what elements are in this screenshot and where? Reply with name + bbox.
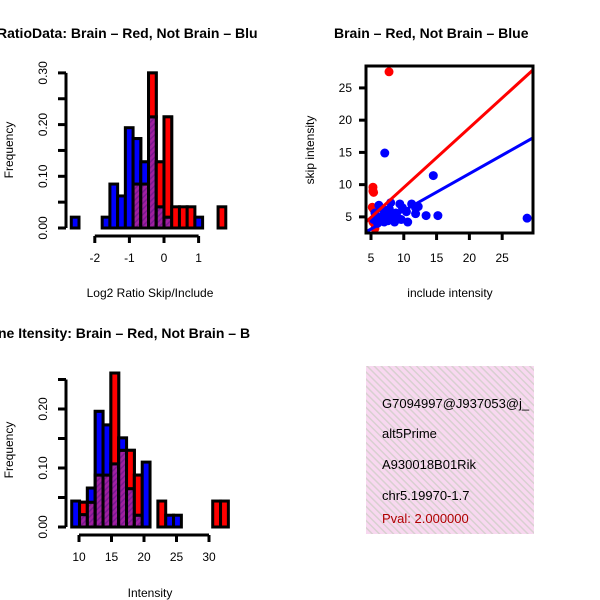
x-tick-label: 10 (72, 550, 86, 564)
x-tick-label: -1 (124, 251, 135, 265)
info-panel-background (366, 366, 534, 534)
x-tick-label: 10 (397, 251, 411, 265)
info-gene-name: A930018B01Rik (382, 457, 476, 472)
y-tick-label: 0.10 (36, 456, 50, 480)
ratio-histogram-bars (69, 71, 228, 230)
info-event-id: G7094997@J937053@j_ (382, 396, 530, 411)
scatter-axes: 5 10 15 20 25 5 10 15 20 25 (339, 81, 510, 265)
x-tick-label: 20 (137, 550, 151, 564)
x-tick-label: -2 (89, 251, 100, 265)
red-bar (219, 499, 230, 529)
info-event-type: alt5Prime (382, 426, 437, 441)
x-tick-label: 30 (202, 550, 216, 564)
ratio-histogram-panel: RatioData: Brain – Red, Not Brain – Blu … (0, 25, 258, 300)
scatter-panel: Brain – Red, Not Brain – Blue 5 10 15 20 255… (303, 25, 535, 300)
red-bar-top (162, 115, 174, 219)
ratio-histogram-axes: 0.00 0.10 0.20 0.30 -2 -1 0 1 (36, 61, 202, 265)
x-tick-label: 25 (495, 251, 509, 265)
x-tick-label: 5 (368, 251, 375, 265)
blue-point (380, 148, 390, 158)
blue-point (421, 211, 431, 221)
blue-bar (69, 215, 81, 230)
blue-point (522, 213, 532, 223)
y-tick-label: 5 (345, 210, 352, 224)
blue-point (428, 171, 438, 181)
blue-point (395, 199, 405, 209)
info-panel: G7094997@J937053@j_ alt5Prime A930018B01… (366, 366, 534, 534)
y-tick-label: 0.00 (36, 216, 50, 240)
x-tick-label: 1 (195, 251, 202, 265)
red-bar (216, 205, 228, 230)
ratio-histogram-ylabel: Frequency (2, 122, 16, 179)
ratio-histogram-xlabel: Log2 Ratio Skip/Include (87, 286, 214, 300)
x-tick-label: 0 (161, 251, 168, 265)
y-tick-label: 20 (339, 113, 353, 127)
y-tick-label: 0.10 (36, 164, 50, 188)
scatter-title: Brain – Red, Not Brain – Blue (334, 25, 529, 41)
y-tick-label: 0.30 (36, 61, 50, 85)
red-fit-line (366, 68, 533, 224)
y-tick-label: 0.00 (36, 515, 50, 539)
intensity-histogram-title: ne Itensity: Brain – Red, Not Brain – B (0, 325, 250, 341)
info-location: chr5.19970-1.7 (382, 488, 469, 503)
x-tick-label: 15 (105, 550, 119, 564)
red-bar-top (125, 448, 136, 491)
blue-bar (193, 215, 205, 230)
red-bar-top (109, 371, 121, 466)
blue-bar (140, 460, 152, 529)
intensity-histogram-bars (70, 371, 230, 529)
blue-bar (172, 513, 183, 529)
red-point (369, 187, 379, 197)
x-tick-label: 20 (463, 251, 477, 265)
y-tick-label: 0.20 (36, 397, 50, 421)
intensity-histogram-xlabel: Intensity (128, 586, 173, 600)
red-point (384, 67, 394, 77)
x-tick-label: 15 (430, 251, 444, 265)
y-tick-label: 15 (339, 145, 353, 159)
scatter-marks (366, 67, 533, 233)
ratio-histogram-title: RatioData: Brain – Red, Not Brain – Blu (0, 25, 258, 41)
blue-point (403, 217, 413, 227)
scatter-plot-box (364, 64, 535, 235)
blue-fit-line (366, 136, 533, 233)
y-tick-label: 0.20 (36, 113, 50, 137)
y-tick-label: 25 (339, 81, 353, 95)
intensity-histogram-axes: 0.00 0.10 0.20 10 15 20 25 30 (36, 378, 216, 564)
intensity-histogram-ylabel: Frequency (2, 422, 16, 479)
y-tick-label: 10 (339, 178, 353, 192)
blue-bar-top (117, 436, 129, 452)
intensity-histogram-panel: ne Itensity: Brain – Red, Not Brain – B … (0, 325, 250, 600)
scatter-xlabel: include intensity (407, 286, 492, 300)
scatter-ylabel: skip intensity (303, 116, 317, 185)
red-bar-top (147, 71, 158, 119)
x-tick-label: 25 (170, 550, 184, 564)
info-pval: Pval: 2.000000 (382, 511, 469, 526)
blue-point (433, 211, 443, 221)
